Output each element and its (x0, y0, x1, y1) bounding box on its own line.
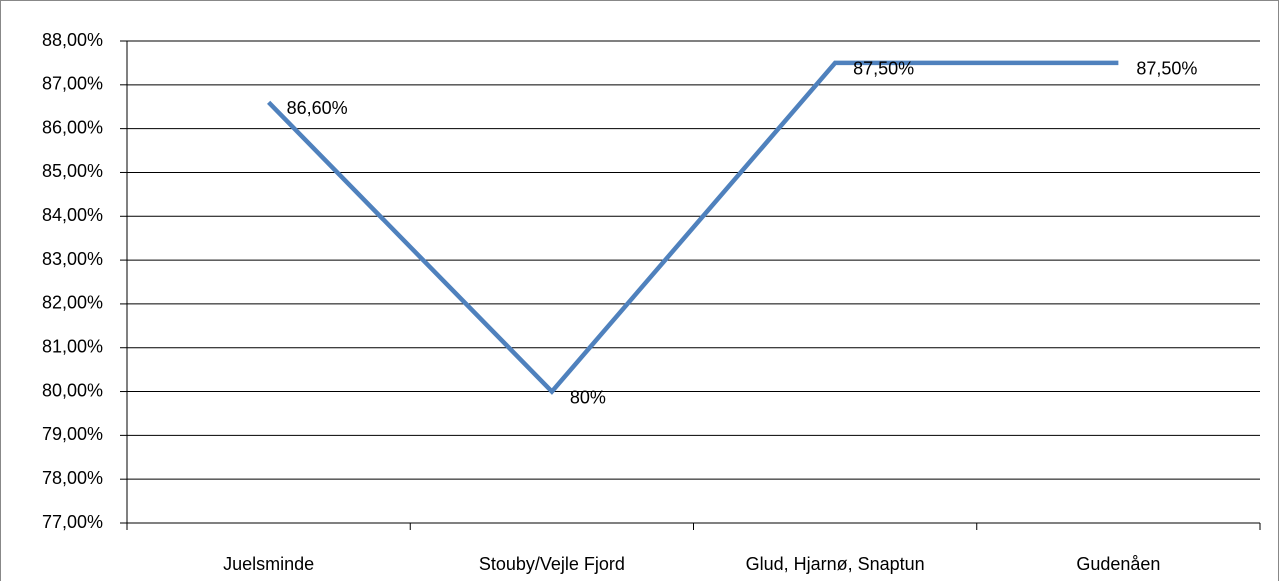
data-label: 87,50% (1136, 59, 1197, 79)
y-tick-label: 80,00% (42, 380, 103, 400)
y-tick-label: 85,00% (42, 161, 103, 181)
y-tick-label: 86,00% (42, 117, 103, 137)
y-tick-label: 84,00% (42, 205, 103, 225)
y-tick-label: 77,00% (42, 512, 103, 532)
x-tick-label: Gudenåen (1076, 554, 1160, 574)
line (267, 60, 1119, 395)
x-tick-label: Glud, Hjarnø, Snaptun (746, 554, 925, 574)
y-tick-label: 78,00% (42, 468, 103, 488)
data-label: 87,50% (853, 59, 914, 79)
data-label: 86,60% (287, 98, 348, 118)
y-tick-label: 82,00% (42, 293, 103, 313)
y-tick-label: 88,00% (42, 30, 103, 50)
y-tick-label: 81,00% (42, 336, 103, 356)
y-tick-label: 83,00% (42, 249, 103, 269)
y-tick-label: 79,00% (42, 424, 103, 444)
data-label: 80% (570, 387, 606, 407)
x-tick-label: Juelsminde (223, 554, 314, 574)
y-tick-label: 87,00% (42, 74, 103, 94)
x-tick-label: Stouby/Vejle Fjord (479, 554, 625, 574)
